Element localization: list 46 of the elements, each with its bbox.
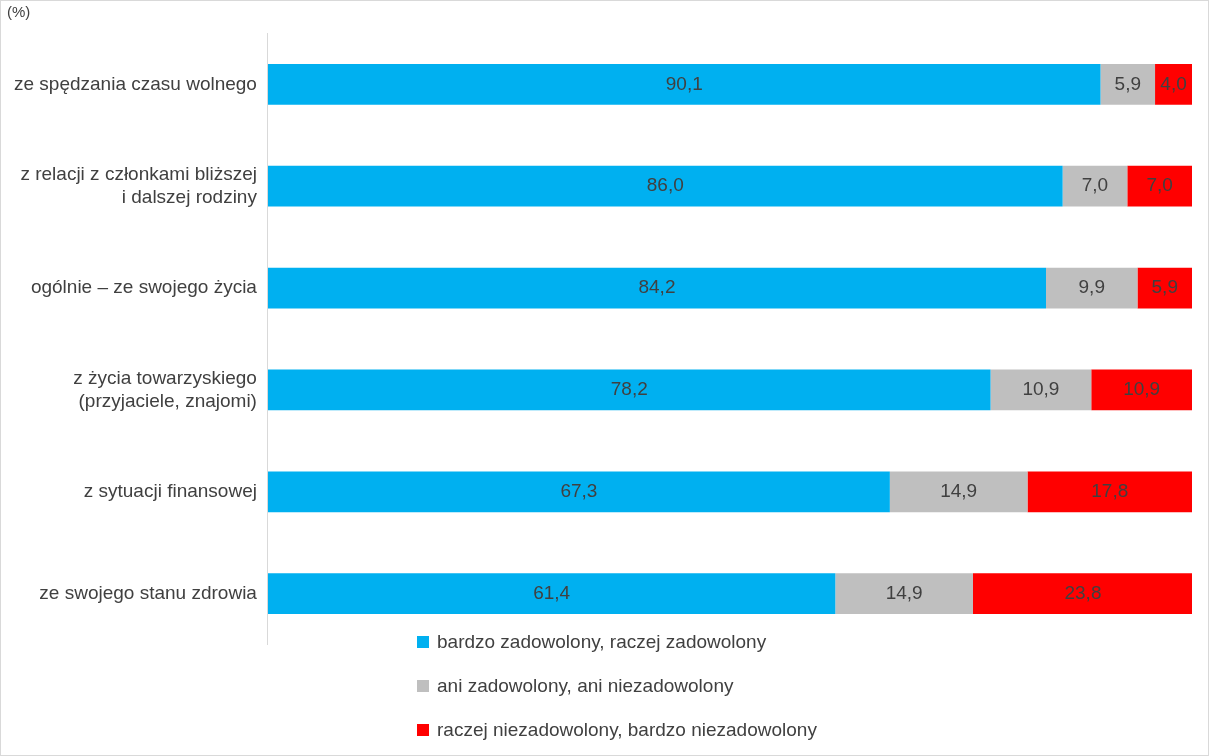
bar [267, 369, 991, 411]
bar [889, 471, 1028, 513]
bar [1091, 369, 1192, 411]
data-label: 78,2 [610, 378, 648, 400]
data-label: 5,9 [1114, 72, 1141, 94]
data-label: 61,4 [533, 581, 571, 603]
y-tick-label: z relacji z członkami bliższej i dalszej rodziny [20, 163, 258, 207]
y-tick-label: z życia towarzyskiego (przyjaciele, znajomi) [73, 366, 257, 411]
bar [1062, 165, 1128, 207]
data-label: 17,8 [1091, 480, 1129, 502]
data-label: 67,3 [560, 480, 598, 502]
bar [1100, 63, 1156, 105]
y-tick-label: ogólnie – ze swojego życia [30, 276, 258, 298]
bar [1137, 267, 1192, 309]
data-label: 14,9 [940, 480, 978, 502]
y-tick-label: ze swojego stanu zdrowia [39, 581, 258, 603]
bar [267, 63, 1101, 105]
bar [267, 471, 890, 513]
data-label: 9,9 [1078, 276, 1105, 298]
legend-label: bardzo zadowolony, raczej zadowolony [437, 631, 767, 653]
data-label: 10,9 [1022, 378, 1060, 400]
data-label: 5,9 [1151, 276, 1178, 298]
data-label: 4,0 [1160, 72, 1187, 94]
bar [973, 573, 1192, 615]
bar [267, 267, 1046, 309]
bar [835, 573, 973, 615]
data-label: 7,0 [1146, 174, 1173, 196]
bar [267, 573, 836, 615]
data-label: 84,2 [638, 276, 676, 298]
legend-label: raczej niezadowolony, bardzo niezadowolony [437, 719, 817, 741]
bar [1155, 63, 1192, 105]
bar [990, 369, 1092, 411]
data-label: 90,1 [665, 72, 703, 94]
data-label: 86,0 [646, 174, 684, 196]
y-axis-title: (%) [7, 3, 31, 20]
data-label: 7,0 [1081, 174, 1109, 196]
y-tick-label: ze spędzania czasu wolnego [14, 72, 257, 94]
bar [1127, 165, 1192, 207]
y-tick-label: z sytuacji finansowej [83, 480, 257, 502]
legend-label: ani zadowolony, ani niezadowolony [437, 675, 734, 697]
data-label: 23,8 [1064, 581, 1102, 603]
bar [267, 165, 1063, 207]
data-label: 10,9 [1123, 378, 1161, 400]
data-label: 14,9 [885, 581, 923, 603]
bar [1027, 471, 1192, 513]
bar [1046, 267, 1138, 309]
